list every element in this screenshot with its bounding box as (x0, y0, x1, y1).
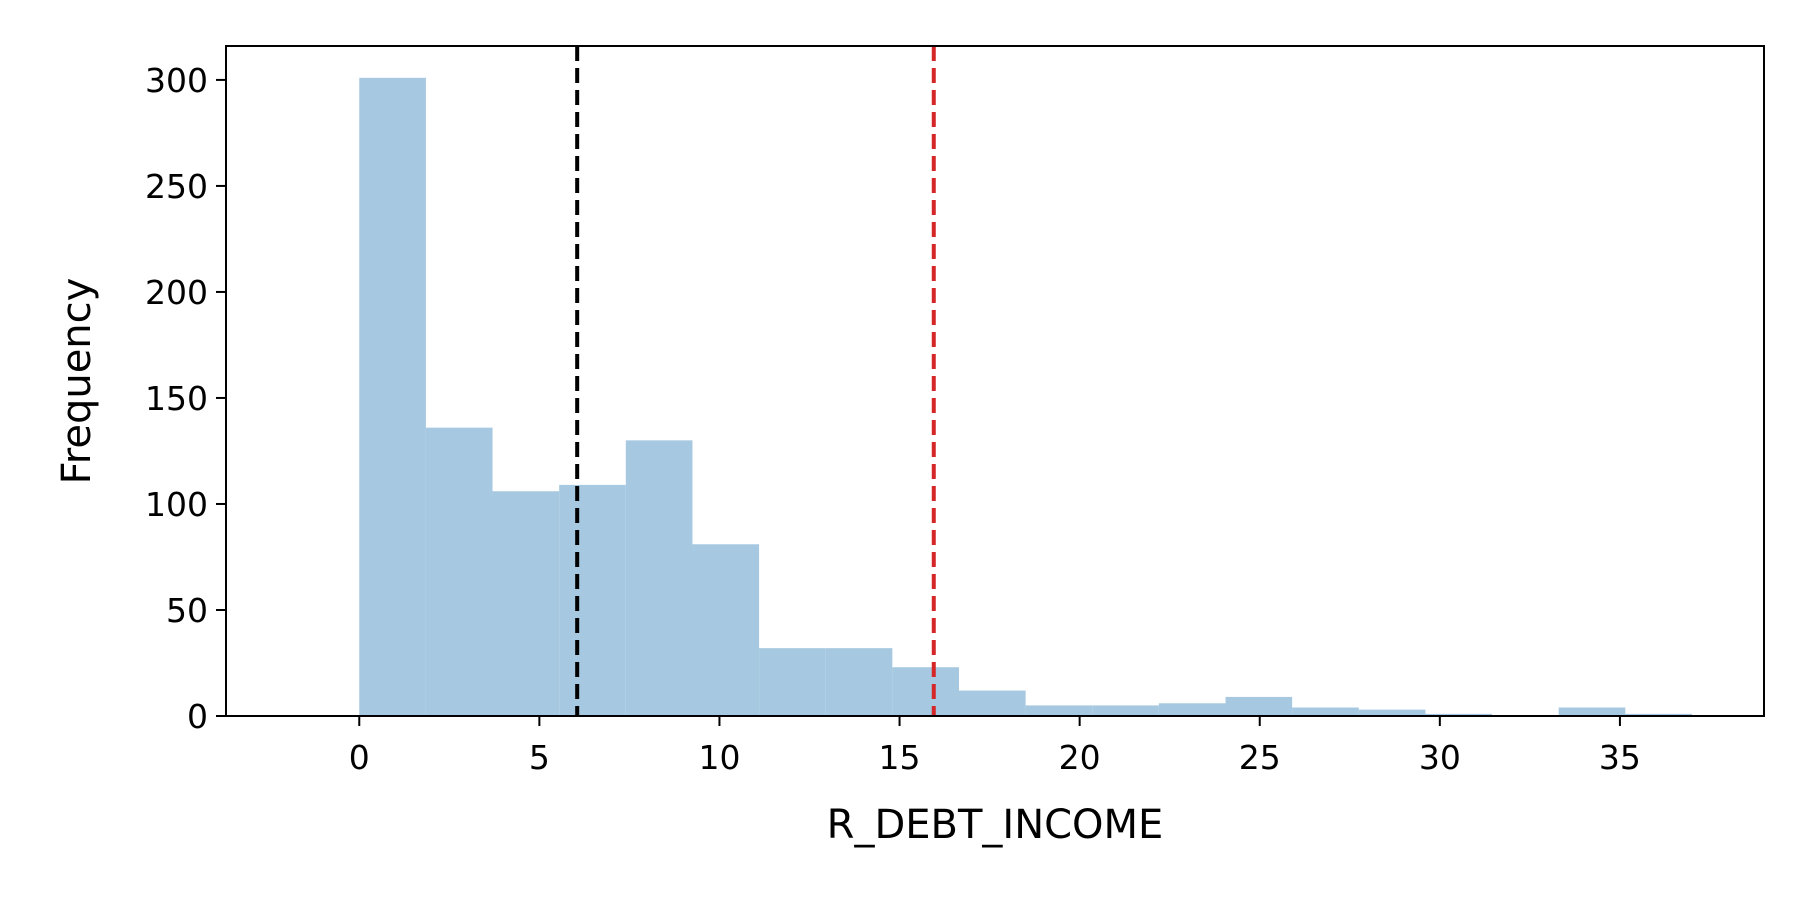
histogram-bar (1558, 707, 1626, 716)
x-axis-label: R_DEBT_INCOME (827, 802, 1164, 848)
x-tick-label: 35 (1599, 738, 1641, 777)
histogram-bar (1225, 696, 1293, 716)
histogram-bar (559, 484, 626, 716)
y-tick-label: 100 (145, 485, 208, 524)
histogram-bar (1092, 705, 1159, 716)
x-axis-ticks: 0 5 10 15 20 25 30 35 (349, 716, 1641, 777)
histogram-bar (1292, 707, 1359, 716)
y-tick-label: 150 (145, 379, 208, 418)
histogram-bar (692, 544, 760, 716)
x-tick-label: 10 (698, 738, 740, 777)
y-axis-ticks: 0 50 100 150 200 250 300 (145, 61, 226, 736)
y-tick-label: 200 (145, 273, 208, 312)
x-tick-label: 30 (1419, 738, 1461, 777)
histogram-bar (892, 667, 959, 716)
x-tick-label: 0 (349, 738, 370, 777)
x-tick-label: 15 (879, 738, 921, 777)
y-tick-label: 0 (187, 697, 208, 736)
y-tick-label: 50 (166, 591, 208, 630)
reference-lines (575, 46, 936, 716)
histogram-bar (1025, 705, 1093, 716)
histogram-bar (1158, 703, 1226, 716)
histogram-bar (825, 648, 893, 716)
histogram-bar (759, 648, 826, 716)
histogram-bar (1358, 709, 1426, 716)
histogram-bar (359, 77, 426, 717)
x-tick-label: 25 (1239, 738, 1281, 777)
y-tick-label: 300 (145, 61, 208, 100)
x-tick-label: 5 (529, 738, 550, 777)
histogram-bar (425, 427, 493, 716)
histogram-bar (1625, 713, 1692, 716)
histogram-bar (492, 491, 560, 716)
histogram-bar (958, 690, 1026, 716)
y-axis-label: Frequency (54, 278, 100, 485)
histogram-bar (625, 440, 693, 716)
histogram-bars (359, 77, 1692, 717)
histogram-bar (1425, 713, 1493, 716)
plot-frame (225, 45, 1765, 717)
y-tick-label: 250 (145, 167, 208, 206)
x-tick-label: 20 (1059, 738, 1101, 777)
